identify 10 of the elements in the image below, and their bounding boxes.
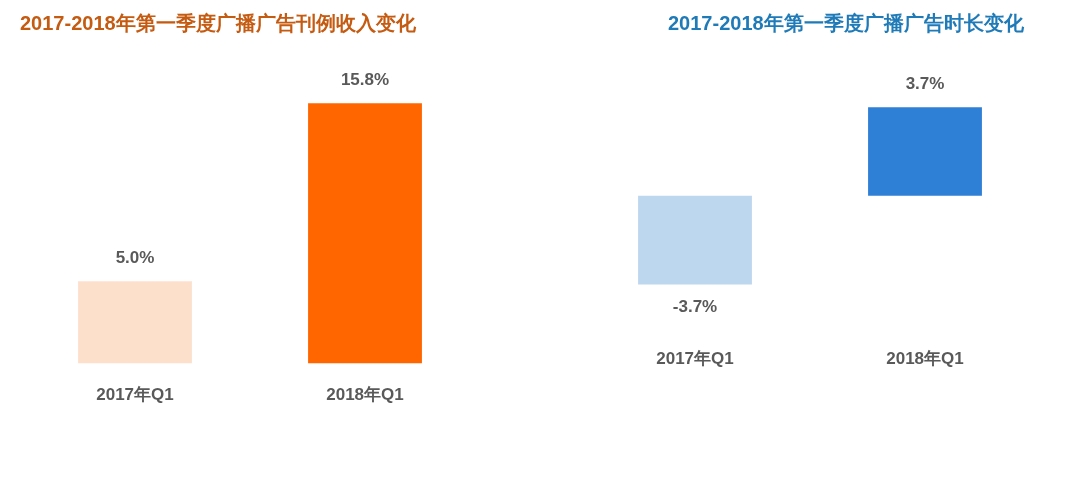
x-tick-label: 2017年Q1: [656, 349, 734, 369]
x-tick-label: 2018年Q1: [886, 349, 964, 369]
chart-title: 2017-2018年第一季度广播广告刊例收入变化: [20, 11, 416, 36]
data-label: 3.7%: [905, 74, 945, 94]
chart-title: 2017-2018年第一季度广播广告时长变化: [668, 11, 1024, 36]
x-tick-label: 2017年Q1: [96, 385, 174, 405]
data-label: -3.7%: [672, 296, 718, 316]
data-label: 15.8%: [340, 70, 390, 90]
data-label: 5.0%: [115, 248, 155, 268]
x-tick-label: 2018年Q1: [326, 385, 404, 405]
